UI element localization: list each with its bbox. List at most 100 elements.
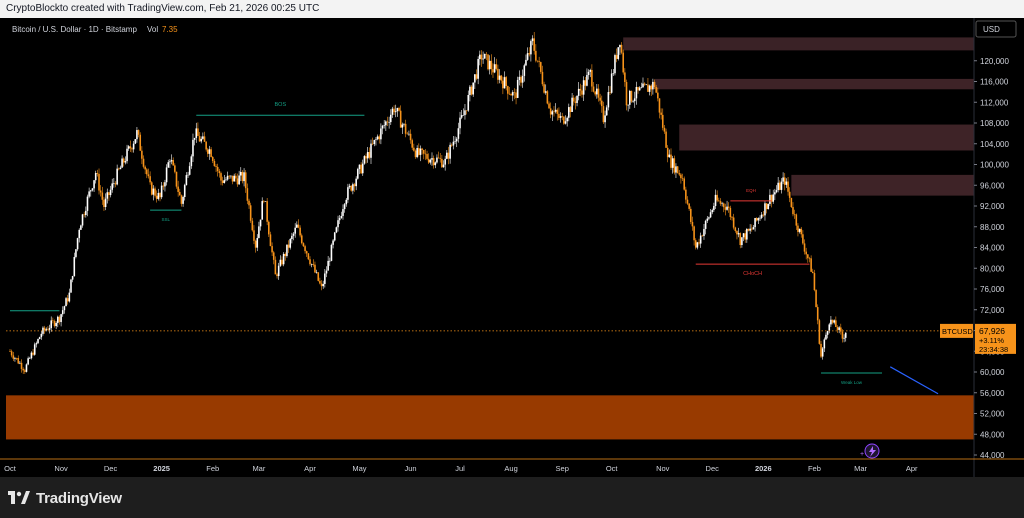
candle-body (569, 107, 572, 112)
candle-body (244, 172, 247, 189)
candle (568, 103, 570, 122)
candle-body (114, 183, 117, 185)
candle (539, 61, 542, 74)
candle-body (96, 173, 99, 174)
candle (803, 239, 806, 255)
candle (727, 202, 730, 213)
price-chart[interactable]: BOS SSL CHoCH EQH Weak Low 120,000 116,000 112… (0, 18, 1024, 477)
candle-body (20, 362, 23, 369)
candle-body (841, 331, 844, 339)
candle-body (843, 337, 845, 339)
candle (737, 227, 740, 238)
candle (581, 84, 583, 98)
candle (327, 255, 329, 271)
candle (633, 91, 636, 108)
candle-body (521, 75, 524, 83)
y-tick-label: 60,000 (980, 368, 1005, 377)
candle (40, 331, 43, 340)
candle-body (482, 58, 484, 60)
candle-body (182, 196, 184, 204)
candle (459, 111, 461, 135)
candle-body (635, 86, 638, 99)
candle (310, 263, 313, 268)
lightning-icon[interactable]: + (860, 443, 880, 459)
candle-body (361, 163, 364, 174)
candle-body (836, 326, 839, 330)
candle-body (450, 144, 453, 146)
candle-body (426, 154, 428, 159)
candle-body (568, 107, 570, 118)
candle (676, 165, 679, 174)
candle (683, 176, 685, 191)
candle (396, 107, 399, 117)
candle-body (767, 204, 770, 210)
candle-body (520, 76, 522, 83)
candle-body (126, 148, 128, 162)
x-tick-label: Nov (656, 464, 670, 473)
candle (680, 172, 682, 184)
candle-body (154, 188, 156, 196)
candle (462, 108, 465, 116)
candle (119, 165, 122, 170)
candle (792, 202, 794, 217)
tradingview-logo[interactable]: TradingView (8, 489, 122, 507)
candle (576, 95, 578, 107)
chart-area[interactable]: BOS SSL CHoCH EQH Weak Low 120,000 116,000 112… (0, 18, 1024, 477)
candle-body (340, 215, 343, 219)
y-tick-label: 84,000 (980, 244, 1005, 253)
candle-body (193, 137, 196, 140)
candle (563, 115, 565, 125)
candle (73, 252, 76, 277)
candle-body (345, 199, 348, 205)
candle (22, 367, 24, 375)
candle-body (596, 88, 598, 95)
candle-body (792, 207, 794, 215)
candle-body (839, 327, 842, 332)
candle-body (787, 181, 789, 192)
candle-body (144, 166, 146, 170)
candle (198, 132, 201, 142)
candle-body (45, 329, 48, 331)
currency-button[interactable]: USD (975, 20, 1017, 38)
candle-body (279, 259, 282, 266)
candle (640, 82, 643, 89)
candle (531, 35, 534, 46)
candle-body (98, 173, 100, 191)
candle (101, 186, 104, 205)
candle-body (788, 191, 791, 198)
candle-body (800, 228, 803, 235)
candle (584, 76, 587, 91)
candle (455, 137, 458, 148)
candle-body (452, 141, 455, 146)
candle (718, 197, 720, 202)
candle-body (752, 227, 755, 230)
candle (393, 105, 395, 115)
candle-body (478, 54, 481, 60)
candle-body (348, 185, 351, 188)
candle (779, 180, 781, 191)
candle (650, 84, 653, 97)
candle (266, 198, 268, 226)
candle-body (797, 225, 799, 232)
candle (673, 155, 676, 175)
candle (80, 224, 82, 230)
candle (30, 351, 33, 360)
candle (839, 323, 842, 335)
y-tick-label: 48,000 (980, 430, 1005, 439)
candle (376, 134, 379, 141)
candle-body (333, 232, 336, 241)
candle-body (624, 72, 626, 83)
candle (429, 158, 432, 165)
candle-body (281, 259, 283, 265)
candle (371, 137, 374, 146)
candle-body (355, 178, 357, 187)
candle (348, 183, 351, 189)
candle (752, 224, 755, 230)
candle (94, 170, 97, 184)
candle-body (844, 332, 847, 338)
candle-body (582, 80, 585, 95)
candle-body (248, 200, 250, 206)
candle (516, 76, 519, 99)
candle-body (775, 190, 778, 193)
candle-body (632, 101, 634, 102)
